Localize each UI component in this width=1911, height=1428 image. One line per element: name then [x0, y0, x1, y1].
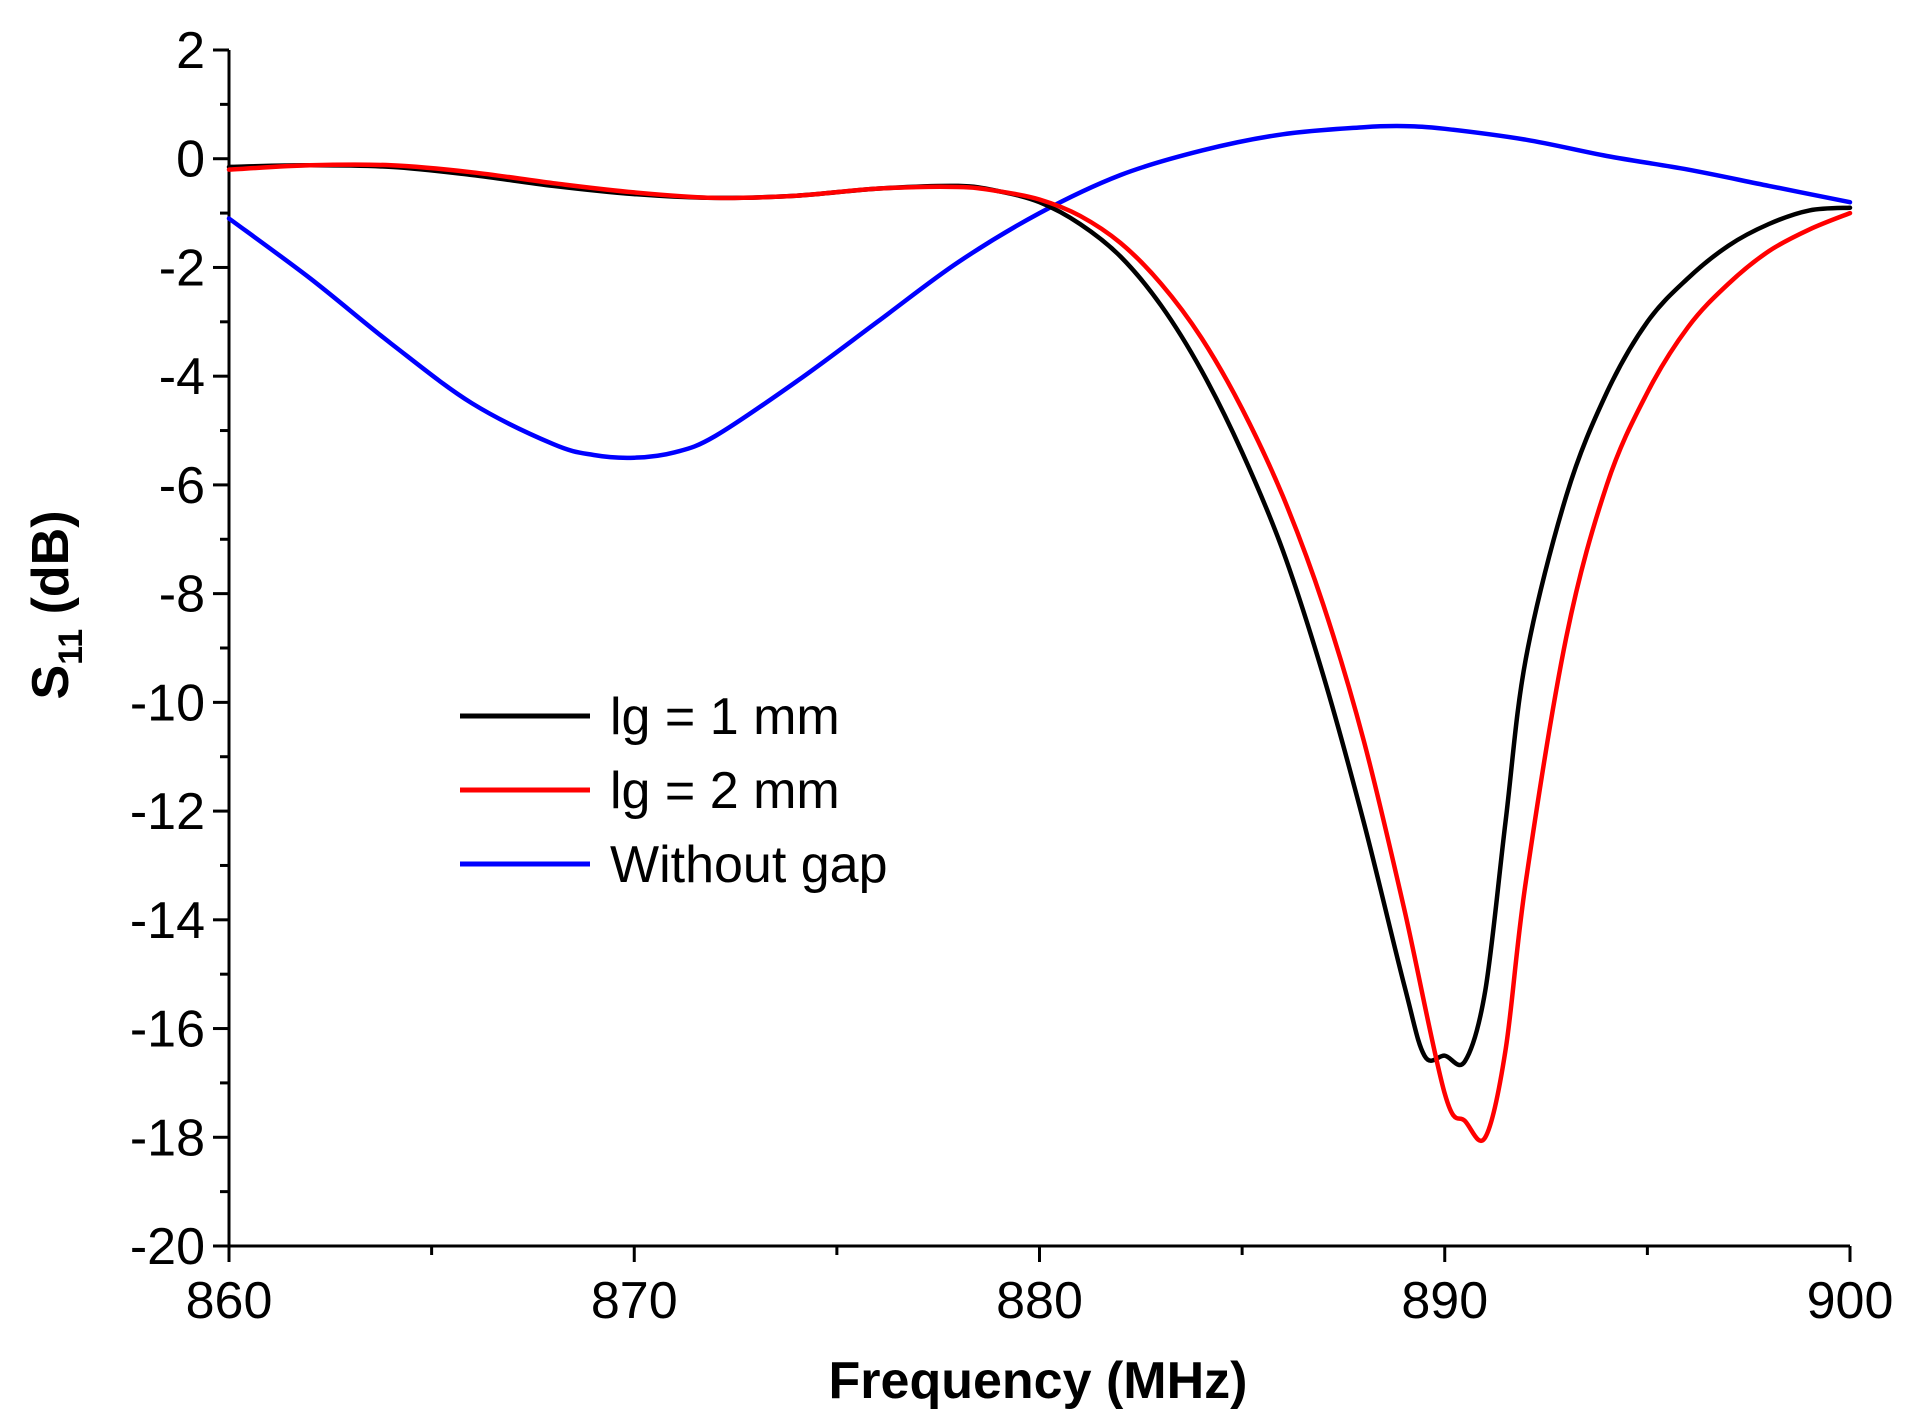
x-tick-label: 900 — [1807, 1272, 1894, 1330]
x-tick-label: 870 — [591, 1272, 678, 1330]
x-tick-label: 890 — [1401, 1272, 1488, 1330]
y-axis-title: S11 (dB) — [22, 510, 90, 699]
y-axis-title-suffix: (dB) — [22, 510, 80, 628]
y-tick-label: 2 — [176, 22, 205, 80]
y-tick-label: -8 — [159, 566, 205, 624]
x-tick-label: 860 — [186, 1272, 273, 1330]
y-tick-label: -18 — [130, 1109, 205, 1167]
y-axis-title-subscript: 11 — [52, 629, 90, 665]
chart-series-layer — [226, 123, 1853, 1143]
series-line-without-gap — [226, 123, 1853, 461]
y-tick-label: -14 — [130, 892, 205, 950]
y-axis-title-base: S — [22, 665, 80, 700]
series-line-lg-1-mm — [226, 163, 1853, 1068]
y-tick-label: -16 — [130, 1001, 205, 1059]
chart-labels-layer: Frequency (MHz) S11 (dB) — [22, 510, 1247, 1410]
y-tick-label: -4 — [159, 348, 205, 406]
legend: lg = 1 mm lg = 2 mm Without gap — [460, 688, 888, 894]
legend-label-lg-2-mm: lg = 2 mm — [610, 762, 840, 820]
series-line-lg-2-mm — [226, 162, 1853, 1143]
legend-label-without-gap: Without gap — [610, 836, 888, 894]
y-tick-label: -6 — [159, 457, 205, 515]
y-tick-label: -10 — [130, 674, 205, 732]
y-tick-label: -12 — [130, 783, 205, 841]
legend-label-lg-1-mm: lg = 1 mm — [610, 688, 840, 746]
x-tick-label: 880 — [996, 1272, 1083, 1330]
y-tick-label: -20 — [130, 1218, 205, 1276]
x-axis-title: Frequency (MHz) — [829, 1352, 1248, 1410]
y-tick-label: -2 — [159, 239, 205, 297]
y-tick-label: 0 — [176, 131, 205, 189]
